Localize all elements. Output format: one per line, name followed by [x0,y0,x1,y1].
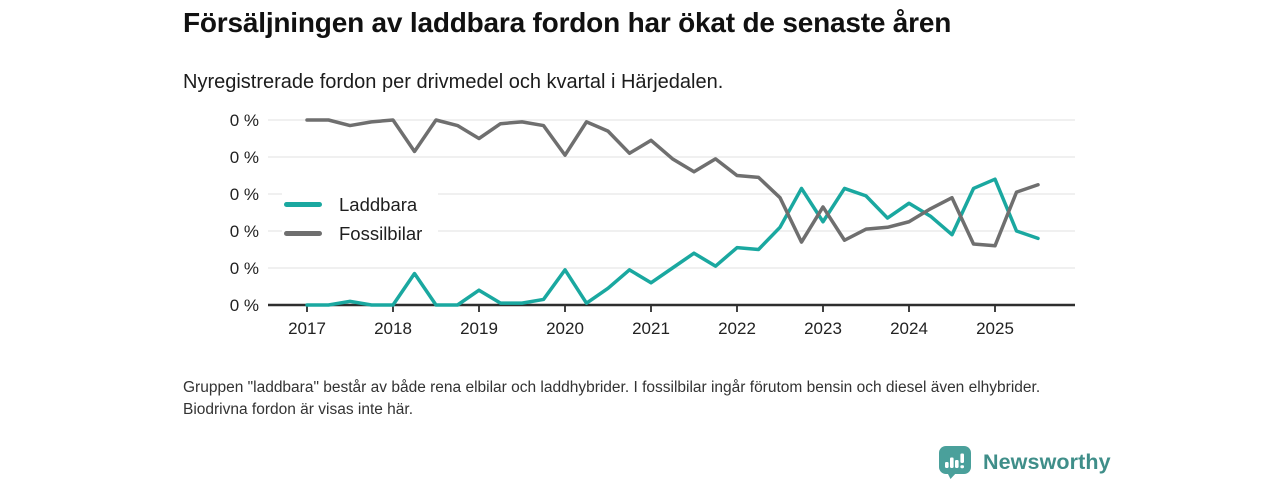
x-tick-label: 2018 [374,319,412,338]
y-tick-label: 0 % [230,296,259,315]
chart-title: Försäljningen av laddbara fordon har öka… [183,7,952,38]
y-tick-label: 80 % [230,148,259,167]
legend-item-laddbara: Laddbara [284,190,422,219]
laddbara-line-swatch [284,202,322,207]
x-tick-label: 2022 [718,319,756,338]
chart-canvas: 0 % 20 % 40 % 60 % 80 % 100 % 2017 2018 2019 2020… [230,111,1075,338]
newsworthy-logo: Newsworthy [938,445,1111,479]
chart-footnote: Gruppen "laddbara" består av både rena e… [183,379,1041,418]
x-tick-label: 2020 [546,319,584,338]
x-tick-label: 2025 [976,319,1014,338]
x-tick-label: 2017 [288,319,326,338]
y-tick-label: 100 % [230,111,259,130]
fossilbilar-line-swatch [284,231,322,236]
chart-legend: Laddbara Fossilbilar [282,185,439,255]
y-tick-label: 40 % [230,222,259,241]
fossilbilar-line [305,118,1040,248]
legend-label-fossilbilar: Fossilbilar [339,222,423,244]
legend-item-fossilbilar: Fossilbilar [284,219,422,248]
x-tick-label: 2019 [460,319,498,338]
newsworthy-logo-text: Newsworthy [983,449,1111,474]
x-tick-label: 2023 [804,319,842,338]
line-chart: 0 % 20 % 40 % 60 % 80 % 100 % 2017 2018 2019 2020… [230,108,1090,348]
laddbara-line [305,177,1040,307]
legend-label-laddbara: Laddbara [339,193,418,215]
y-tick-label: 20 % [230,259,259,278]
x-tick-label: 2021 [632,319,670,338]
y-tick-label: 60 % [230,185,259,204]
chart-subtitle: Nyregistrerade fordon per drivmedel och … [183,71,724,93]
bar-chart-speech-bubble-icon [939,446,971,479]
x-tick-label: 2024 [890,319,928,338]
